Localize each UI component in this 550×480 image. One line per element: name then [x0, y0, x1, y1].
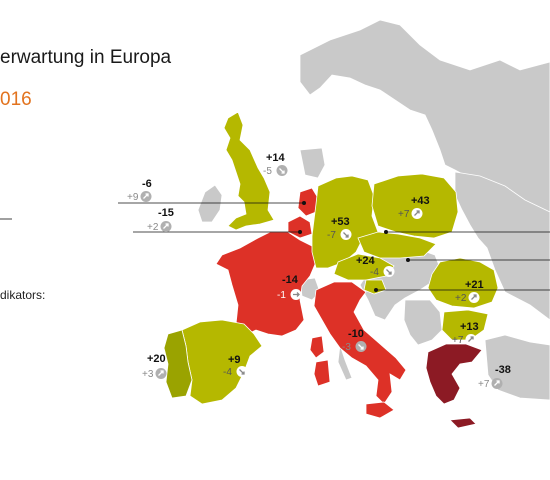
slovenia: [363, 279, 387, 295]
leader-lines: [0, 202, 550, 291]
change-label-bg: +7: [452, 335, 464, 346]
arrow-up-icon: [468, 292, 480, 303]
value-label-ro: +21: [465, 279, 484, 291]
legend-label: dikators:: [0, 288, 46, 302]
change-label-es: -4: [223, 367, 232, 378]
czech-slovakia: [357, 231, 437, 259]
change-label-uk: +9: [127, 192, 139, 203]
leader-dot: [298, 230, 302, 234]
sicily: [365, 401, 395, 419]
arrow-flat-icon: [290, 289, 302, 300]
value-label-pl: +43: [411, 195, 430, 207]
germany: [311, 175, 379, 269]
denmark-region: [299, 147, 326, 179]
arrow-up-icon: [155, 368, 167, 379]
other-countries: [299, 19, 550, 401]
change-label-be: +2: [147, 222, 159, 233]
ireland: [197, 184, 223, 223]
map-title: erwartung in Europa: [0, 47, 172, 68]
arrow-down-icon: [355, 341, 367, 352]
change-label-ro: +2: [455, 293, 467, 304]
arrow-up-icon: [491, 378, 503, 389]
leader-dots: [298, 201, 410, 292]
change-label-gr: +7: [478, 379, 490, 390]
greece: [425, 343, 483, 405]
change-label-fr: -1: [277, 290, 286, 301]
value-label-de: +53: [331, 216, 350, 228]
portugal: [163, 329, 193, 399]
value-label-bg: +13: [460, 321, 479, 333]
change-label-de: -7: [327, 230, 336, 241]
value-label-gr: -38: [495, 364, 511, 376]
leader-dot: [302, 201, 306, 205]
change-label-it: -3: [342, 342, 351, 353]
sardinia: [313, 359, 331, 387]
value-label-uk: -6: [142, 178, 152, 190]
value-label-nl: +14: [266, 152, 286, 164]
value-label-it: -10: [348, 328, 364, 340]
arrow-up-icon: [140, 191, 152, 202]
spain: [181, 319, 263, 405]
map-subtitle: 016: [0, 89, 32, 110]
change-label-at: -4: [370, 267, 379, 278]
ukraine-belarus-region: [454, 171, 550, 321]
corsica: [309, 335, 325, 359]
arrow-down-icon: [383, 266, 395, 277]
crete: [449, 417, 477, 429]
france: [215, 231, 317, 337]
value-label-es: +9: [228, 354, 241, 366]
value-label-fr: -14: [282, 274, 299, 286]
romania: [427, 257, 499, 309]
leader-dot: [384, 230, 388, 234]
arrow-up-icon: [465, 334, 477, 345]
value-label-pt: +20: [147, 353, 166, 365]
albania-region: [337, 344, 353, 381]
country-labels: -6+9+14-5-15+2 +53-7+43+7-14-1+24-4+21+2+…: [127, 152, 511, 390]
arrow-down-icon: [340, 229, 352, 240]
uk: [223, 111, 275, 231]
bulgaria: [441, 309, 489, 341]
arrow-up-icon: [411, 208, 423, 219]
arrow-up-icon: [160, 221, 172, 232]
leader-dot: [374, 288, 378, 292]
arrow-down-icon: [236, 366, 248, 377]
arrow-down-icon: [276, 165, 288, 176]
value-label-be: -15: [158, 207, 174, 219]
change-label-pl: +7: [398, 209, 410, 220]
serbia-region: [403, 299, 443, 346]
change-label-pt: +3: [142, 369, 154, 380]
change-label-nl: -5: [263, 166, 272, 177]
value-label-at: +24: [356, 255, 376, 267]
leader-dot: [406, 258, 410, 262]
